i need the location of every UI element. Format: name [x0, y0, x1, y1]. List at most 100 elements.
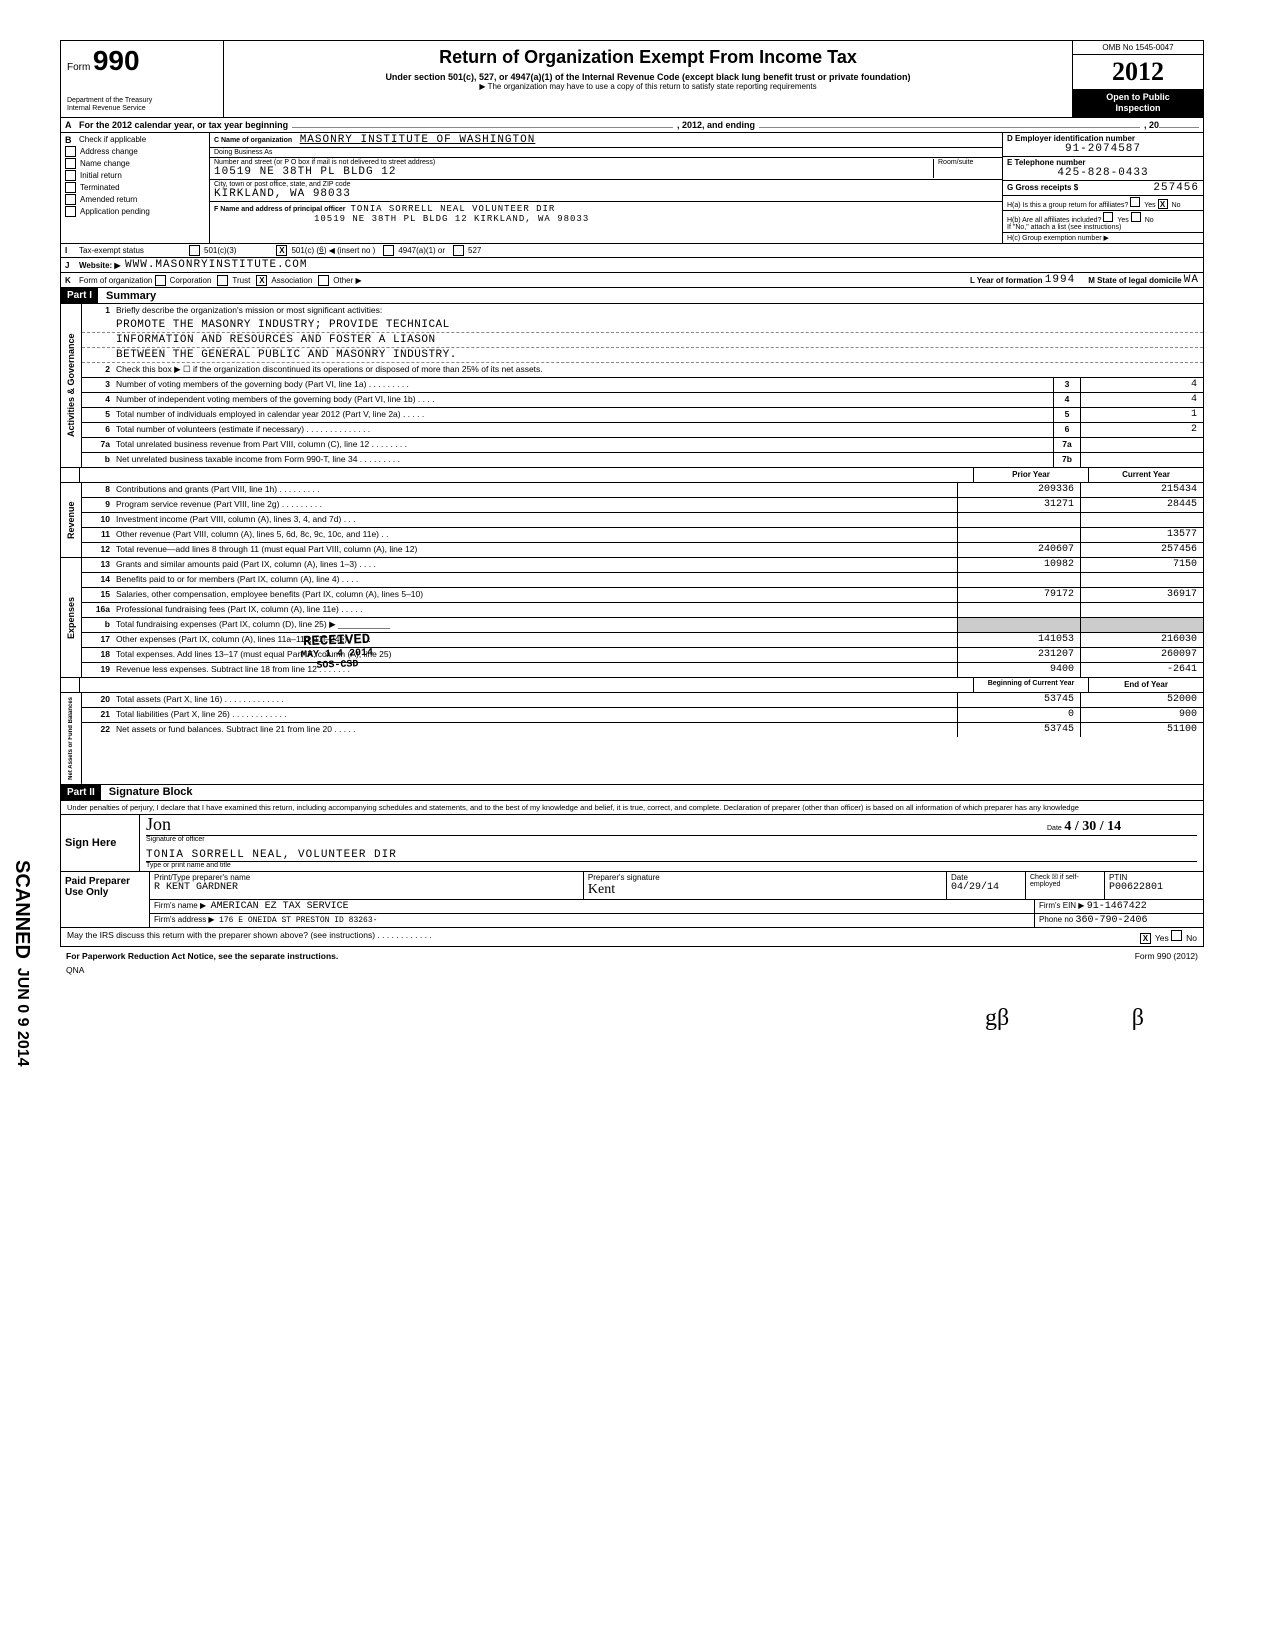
preparer-name: R KENT GARDNER: [154, 882, 579, 893]
dept-treasury: Department of the Treasury: [67, 97, 217, 105]
irs-discuss-row: May the IRS discuss this return with the…: [60, 928, 1204, 947]
table-row: 3Number of voting members of the governi…: [82, 378, 1203, 393]
table-row: 20Total assets (Part X, line 16) . . . .…: [82, 693, 1203, 708]
check-name-change[interactable]: Name change: [65, 158, 205, 169]
form-header: Form 990 Department of the Treasury Inte…: [60, 40, 1204, 117]
table-row: 12Total revenue—add lines 8 through 11 (…: [82, 543, 1203, 557]
expenses-label: Expenses: [61, 558, 82, 677]
org-city: KIRKLAND, WA 98033: [214, 188, 998, 200]
activities-label: Activities & Governance: [61, 304, 82, 467]
dept-irs: Internal Revenue Service: [67, 105, 217, 113]
part-1-header: Part I Summary: [60, 288, 1204, 304]
k-corp[interactable]: [155, 275, 166, 286]
table-row: 16aProfessional fundraising fees (Part I…: [82, 603, 1203, 618]
form-right-block: OMB No 1545-0047 2012 Open to Public Ins…: [1072, 41, 1203, 117]
preparer-date: 04/29/14: [951, 882, 1021, 893]
row-j-website: J Website: ▶ WWW.MASONRYINSTITUTE.COM: [60, 258, 1204, 273]
part-2-header: Part II Signature Block: [60, 785, 1204, 801]
firm-phone: 360-790-2406: [1076, 915, 1148, 926]
initials: gβ β: [60, 975, 1204, 1032]
form-identifier: Form 990 Department of the Treasury Inte…: [61, 41, 224, 117]
website: WWW.MASONRYINSTITUTE.COM: [125, 259, 307, 271]
officer-name: TONIA SORRELL NEAL VOLUNTEER DIR: [351, 204, 556, 214]
table-row: 4Number of independent voting members of…: [82, 393, 1203, 408]
table-row: 21Total liabilities (Part X, line 26) . …: [82, 708, 1203, 723]
omb-number: OMB No 1545-0047: [1073, 41, 1203, 55]
signature-block: Under penalties of perjury, I declare th…: [60, 801, 1204, 928]
table-row: 22Net assets or fund balances. Subtract …: [82, 723, 1203, 737]
org-info: C Name of organization MASONRY INSTITUTE…: [210, 133, 1002, 244]
table-row: 19Revenue less expenses. Subtract line 1…: [82, 663, 1203, 677]
ha-no[interactable]: X: [1158, 199, 1168, 209]
activities-governance-section: Activities & Governance 1 Briefly descri…: [60, 304, 1204, 468]
year-formation: 1994: [1045, 274, 1075, 286]
state-domicile: WA: [1184, 274, 1199, 286]
ein: 91-2074587: [1007, 143, 1199, 155]
preparer-signature: Kent: [588, 882, 942, 898]
check-initial-return[interactable]: Initial return: [65, 170, 205, 181]
check-if-applicable: BCheck if applicable Address change Name…: [61, 133, 210, 244]
paid-preparer-label: Paid Preparer Use Only: [61, 872, 150, 927]
section-b-to-h: BCheck if applicable Address change Name…: [60, 133, 1204, 245]
footer: For Paperwork Reduction Act Notice, see …: [60, 947, 1204, 965]
hb-yes[interactable]: [1103, 212, 1113, 222]
check-amended[interactable]: Amended return: [65, 194, 205, 205]
line-a: A For the 2012 calendar year, or tax yea…: [60, 117, 1204, 133]
org-name: MASONRY INSTITUTE OF WASHINGTON: [300, 134, 536, 146]
table-row: 9Program service revenue (Part VIII, lin…: [82, 498, 1203, 513]
table-row: bNet unrelated business taxable income f…: [82, 453, 1203, 467]
table-row: 10Investment income (Part VIII, column (…: [82, 513, 1203, 528]
table-row: 11Other revenue (Part VIII, column (A), …: [82, 528, 1203, 543]
check-terminated[interactable]: Terminated: [65, 182, 205, 193]
revenue-label: Revenue: [61, 483, 82, 557]
table-row: 8Contributions and grants (Part VIII, li…: [82, 483, 1203, 498]
check-application-pending[interactable]: Application pending: [65, 206, 205, 217]
k-assoc[interactable]: X: [256, 275, 267, 286]
tax-year: 2012: [1073, 55, 1203, 89]
k-trust[interactable]: [217, 275, 228, 286]
discuss-no[interactable]: [1171, 930, 1182, 941]
received-stamp: RECEIVED MAY 1 4 2014 SOS-CSD: [300, 632, 373, 672]
table-row: 17Other expenses (Part IX, column (A), l…: [82, 633, 1203, 648]
qna: QNA: [60, 965, 1204, 975]
row-k-form-org: K Form of organization Corporation Trust…: [60, 273, 1204, 288]
row-i-tax-status: I Tax-exempt status 501(c)(3) X501(c) ( …: [60, 244, 1204, 258]
ha-yes[interactable]: [1130, 197, 1140, 207]
form-title: Return of Organization Exempt From Incom…: [234, 47, 1062, 68]
perjury-declaration: Under penalties of perjury, I declare th…: [61, 801, 1203, 815]
net-assets-label: Net Assets or Fund Balances: [61, 693, 82, 784]
revenue-section: Revenue 8Contributions and grants (Part …: [60, 483, 1204, 558]
form-note: ▶ The organization may have to use a cop…: [234, 82, 1062, 91]
4947-check[interactable]: [383, 245, 394, 256]
expenses-section: Expenses 13Grants and similar amounts pa…: [60, 558, 1204, 678]
officer-addr: 10519 NE 38TH PL BLDG 12 KIRKLAND, WA 98…: [214, 214, 998, 224]
table-row: 14Benefits paid to or for members (Part …: [82, 573, 1203, 588]
527-check[interactable]: [453, 245, 464, 256]
firm-ein: 91-1467422: [1087, 901, 1147, 912]
check-address-change[interactable]: Address change: [65, 146, 205, 157]
firm-name: AMERICAN EZ TAX SERVICE: [211, 901, 349, 912]
ptin: P00622801: [1109, 882, 1199, 893]
501c-check[interactable]: X: [276, 245, 287, 256]
gross-receipts: 257456: [1078, 182, 1199, 194]
prior-current-header: Prior Year Current Year: [60, 468, 1204, 483]
sign-date: 4 / 30 / 14: [1064, 819, 1121, 834]
form-subtitle: Under section 501(c), 527, or 4947(a)(1)…: [234, 72, 1062, 82]
firm-addr: 176 E ONEIDA ST PRESTON ID 83263-: [219, 916, 377, 925]
table-row: 13Grants and similar amounts paid (Part …: [82, 558, 1203, 573]
org-address: 10519 NE 38TH PL BLDG 12: [214, 166, 933, 178]
k-other[interactable]: [318, 275, 329, 286]
form-title-block: Return of Organization Exempt From Incom…: [224, 41, 1072, 117]
table-row: 6Total number of volunteers (estimate if…: [82, 423, 1203, 438]
table-row: 15Salaries, other compensation, employee…: [82, 588, 1203, 603]
discuss-yes[interactable]: X: [1140, 933, 1151, 944]
table-row: 18Total expenses. Add lines 13–17 (must …: [82, 648, 1203, 663]
table-row: 7aTotal unrelated business revenue from …: [82, 438, 1203, 453]
right-info: D Employer identification number 91-2074…: [1002, 133, 1203, 244]
officer-print-name: TONIA SORRELL NEAL, VOLUNTEER DIR: [146, 849, 397, 861]
hb-no[interactable]: [1131, 212, 1141, 222]
table-row: bTotal fundraising expenses (Part IX, co…: [82, 618, 1203, 633]
open-to-public: Open to Public Inspection: [1073, 89, 1203, 117]
table-row: 5Total number of individuals employed in…: [82, 408, 1203, 423]
501c3-check[interactable]: [189, 245, 200, 256]
